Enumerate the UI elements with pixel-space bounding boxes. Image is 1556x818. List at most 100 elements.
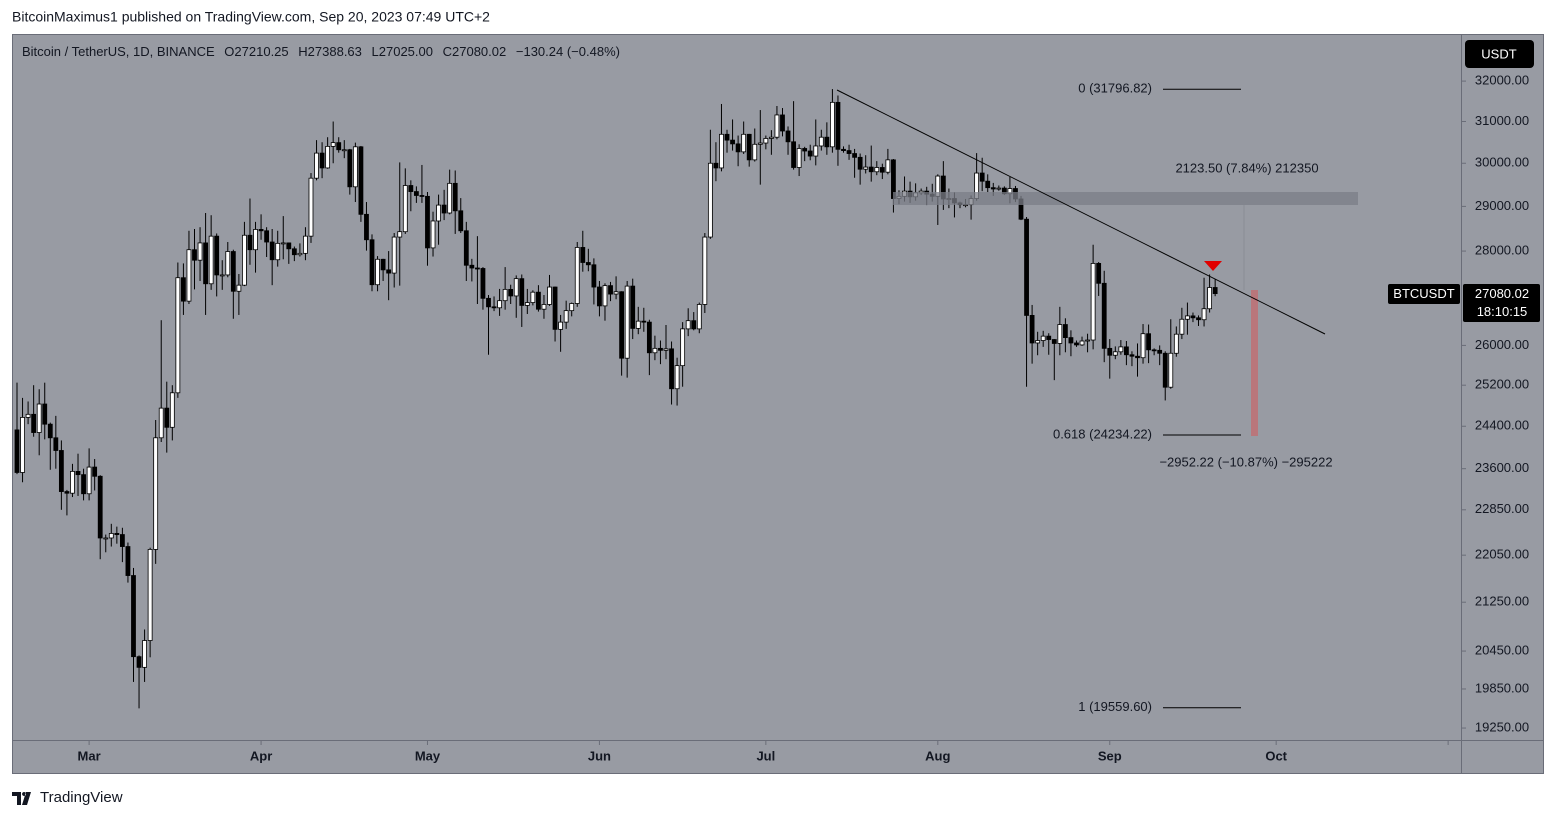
candle-body <box>369 239 375 286</box>
candle-body <box>1201 308 1207 321</box>
x-tick-label: Jun <box>588 748 611 763</box>
candle-body <box>364 213 369 241</box>
candle-body <box>175 277 181 394</box>
candle-body <box>269 241 275 261</box>
y-tick-label: 26000.00 <box>1475 337 1529 352</box>
candle-body <box>585 262 591 266</box>
candle-body <box>291 248 297 256</box>
candle-body <box>264 230 270 243</box>
candle-body <box>763 138 769 144</box>
measure-range <box>1251 290 1258 436</box>
y-tick-label: 28000.00 <box>1475 243 1529 258</box>
currency-button[interactable] <box>1465 40 1534 68</box>
candle-body <box>336 142 342 151</box>
y-tick-label: 19850.00 <box>1475 680 1529 695</box>
candle-body <box>136 656 142 668</box>
currency-button-label[interactable]: USDT <box>1481 46 1516 61</box>
candle-body <box>602 285 608 307</box>
candle-body <box>1051 339 1057 344</box>
candle-body <box>447 182 453 214</box>
candle-body <box>1107 347 1113 356</box>
candle-body <box>1040 335 1046 341</box>
candle-body <box>879 167 885 173</box>
candle-body <box>774 114 780 138</box>
candle-body <box>325 145 331 169</box>
close-value: 27080.02 <box>452 44 506 59</box>
candle-body <box>158 407 164 439</box>
candle-body <box>1212 287 1218 295</box>
candle-body <box>491 306 497 309</box>
y-tick-label: 19250.00 <box>1475 719 1529 734</box>
candle-body <box>646 321 652 354</box>
candle-body <box>874 167 880 173</box>
candle-body <box>1140 333 1146 359</box>
countdown: 18:10:15 <box>1477 304 1528 319</box>
current-price: BTCUSDT 18:10:15 27080.02 <box>1388 284 1540 322</box>
candle-body <box>1146 333 1151 351</box>
candle-body <box>680 328 686 367</box>
candle-body <box>119 534 125 547</box>
candle-body <box>53 437 59 451</box>
y-tick-label: 22850.00 <box>1475 501 1529 516</box>
fib-label: 0.618 (24234.22) <box>1053 426 1152 441</box>
candle-body <box>197 242 203 261</box>
candle-body <box>31 413 37 433</box>
candle-body <box>408 185 414 192</box>
candle-body <box>1112 351 1118 356</box>
candle-body <box>375 258 380 286</box>
candle-body <box>164 407 170 428</box>
candle-body <box>1151 349 1157 352</box>
candle-body <box>208 235 214 285</box>
candle-body <box>791 141 796 168</box>
candle-body <box>14 429 20 473</box>
candle-body <box>741 133 747 153</box>
candle-body <box>36 403 42 433</box>
brand-logo <box>12 792 31 805</box>
candle-body <box>663 348 669 351</box>
candle-body <box>979 172 985 182</box>
candle-body <box>608 285 613 295</box>
candle-body <box>702 236 708 305</box>
candle-body <box>286 242 292 250</box>
candle-body <box>358 146 364 215</box>
candle-body <box>785 130 791 143</box>
candle-body <box>757 142 763 145</box>
candle-body <box>835 101 841 150</box>
candle-body <box>619 291 625 359</box>
candle-body <box>524 302 530 306</box>
candle-body <box>186 249 192 302</box>
candle-body <box>230 251 236 292</box>
candle-body <box>1046 335 1052 340</box>
symbol-legend: Bitcoin / TetherUS, 1D, BINANCE O27210.2… <box>22 44 620 59</box>
candle-body <box>86 466 92 495</box>
candle-body <box>441 204 447 214</box>
candle-body <box>1085 339 1090 342</box>
high-label: H <box>298 44 307 59</box>
candle-body <box>131 575 136 658</box>
measure-label-down: −2952.22 (−10.87%) −295222 <box>1159 454 1332 469</box>
price-label: 27080.02 <box>1475 286 1529 301</box>
price-box <box>1463 284 1540 322</box>
candle-body <box>425 195 430 249</box>
candle-body <box>630 285 636 329</box>
candle-body <box>436 204 441 222</box>
candle-body <box>846 150 852 154</box>
candle-body <box>413 191 419 196</box>
candle-body <box>81 474 86 495</box>
candle-body <box>1179 318 1185 335</box>
candle-body <box>192 249 197 261</box>
candle-body <box>1035 340 1041 344</box>
candle-body <box>347 149 353 188</box>
candle-body <box>397 231 403 238</box>
candle-body <box>502 288 508 302</box>
x-tick-label: Apr <box>250 748 272 763</box>
candle-body <box>308 177 314 237</box>
y-tick-label: 20450.00 <box>1475 643 1529 658</box>
y-tick-label: 25200.00 <box>1475 377 1529 392</box>
candles-layer <box>14 89 1218 709</box>
candle-body <box>1135 355 1140 359</box>
candle-body <box>669 348 674 390</box>
candle-body <box>108 533 114 539</box>
